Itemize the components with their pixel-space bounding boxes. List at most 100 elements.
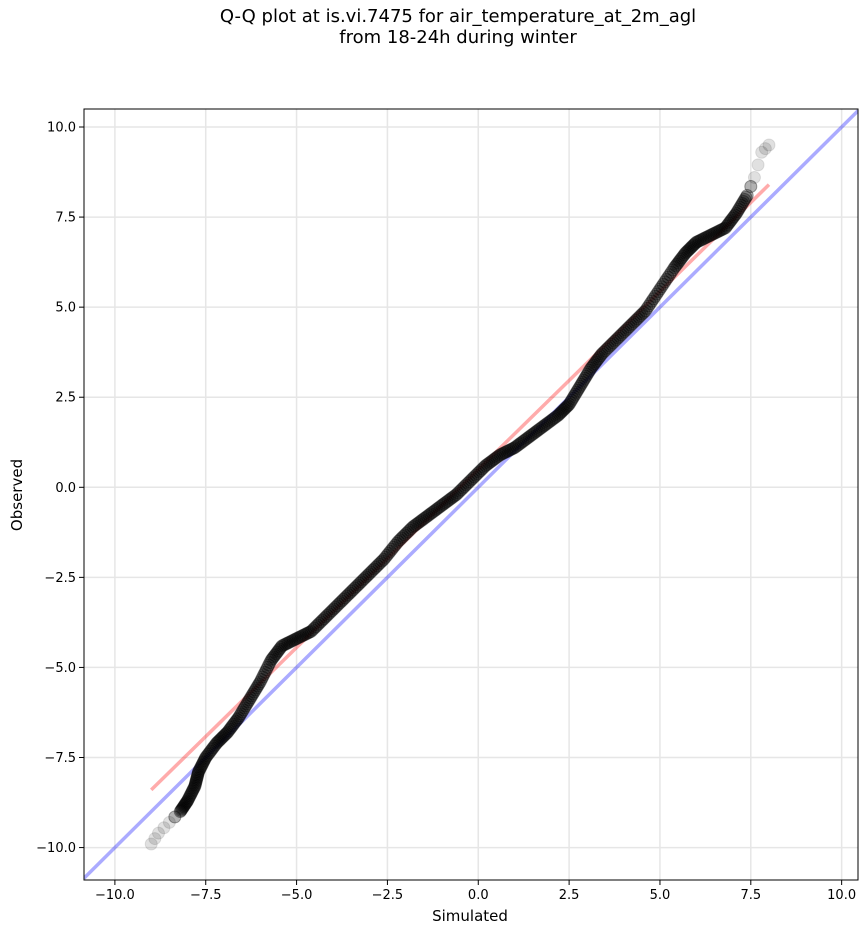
quantile-point xyxy=(580,367,594,381)
quantile-point xyxy=(504,442,518,456)
x-tick-label: −7.5 xyxy=(190,888,222,903)
x-tick-label: 5.0 xyxy=(650,888,671,903)
quantile-point xyxy=(469,468,483,482)
quantile-point xyxy=(221,725,235,739)
quantile-point xyxy=(734,198,748,212)
quantile-point xyxy=(219,726,233,740)
quantile-point xyxy=(701,230,715,244)
quantile-point xyxy=(362,567,376,581)
quantile-point xyxy=(245,689,259,703)
quantile-point xyxy=(293,630,307,644)
quantile-point xyxy=(227,717,241,731)
quantile-point xyxy=(467,470,481,484)
quantile-point xyxy=(301,626,315,640)
quantile-point xyxy=(224,720,238,734)
quantile-point xyxy=(291,631,305,645)
quantile-point xyxy=(697,231,711,245)
quantile-point xyxy=(717,222,731,236)
quantile-point xyxy=(195,759,209,773)
quantile-point xyxy=(265,652,279,666)
quantile-point xyxy=(424,507,438,521)
x-tick-label: 2.5 xyxy=(559,888,580,903)
quantile-point xyxy=(475,462,489,476)
quantile-point xyxy=(709,226,723,240)
quantile-point xyxy=(712,224,726,238)
quantile-point xyxy=(341,588,355,602)
quantile-point xyxy=(512,437,526,451)
quantile-point xyxy=(511,438,525,452)
quantile-point xyxy=(495,447,509,461)
quantile-point xyxy=(744,179,758,193)
quantile-point xyxy=(251,679,265,693)
quantile-point xyxy=(613,329,627,343)
quantile-point xyxy=(302,625,316,639)
quantile-point xyxy=(304,624,318,638)
quantile-point xyxy=(448,489,462,503)
quantile-point xyxy=(640,301,654,315)
quantile-point xyxy=(244,691,258,705)
quantile-point xyxy=(356,573,370,587)
quantile-point xyxy=(332,597,346,611)
quantile-point xyxy=(315,613,329,627)
quantile-point xyxy=(453,484,467,498)
quantile-point xyxy=(430,502,444,516)
quantile-point xyxy=(223,722,237,736)
quantile-point xyxy=(508,441,522,455)
y-tick-label: 2.5 xyxy=(55,391,76,406)
quantile-point xyxy=(681,244,695,258)
quantile-point xyxy=(572,381,586,395)
quantile-point xyxy=(427,504,441,518)
quantile-point xyxy=(175,802,189,816)
y-tick-label: −5.0 xyxy=(44,661,76,676)
quantile-point xyxy=(193,762,207,776)
quantile-point xyxy=(233,709,247,723)
quantile-point xyxy=(555,405,569,419)
quantile-point xyxy=(364,565,378,579)
quantile-point xyxy=(591,352,605,366)
quantile-point xyxy=(194,760,208,774)
x-tick-label: 7.5 xyxy=(740,888,761,903)
quantile-point xyxy=(605,337,619,351)
x-tick-label: −10.0 xyxy=(95,888,135,903)
quantile-point xyxy=(579,369,593,383)
quantile-point xyxy=(581,365,595,379)
quantile-point xyxy=(186,783,200,797)
quantile-point xyxy=(306,623,320,637)
quantile-point xyxy=(330,599,344,613)
quantile-points xyxy=(144,138,776,851)
quantile-point xyxy=(472,465,486,479)
quantile-point xyxy=(540,417,554,431)
quantile-point xyxy=(288,632,302,646)
quantile-point xyxy=(353,576,367,590)
quantile-point xyxy=(762,138,776,152)
quantile-point xyxy=(501,444,515,458)
quantile-point xyxy=(738,192,752,206)
quantile-point xyxy=(327,602,341,616)
quantile-point xyxy=(584,361,598,375)
quantile-point xyxy=(658,275,672,289)
quantile-point xyxy=(626,317,640,331)
quantile-point xyxy=(659,273,673,287)
quantile-point xyxy=(346,583,360,597)
quantile-point xyxy=(487,453,501,467)
quantile-point xyxy=(210,736,224,750)
quantile-point xyxy=(168,810,182,824)
quantile-point xyxy=(206,741,220,755)
quantile-point xyxy=(294,629,308,643)
quantile-point xyxy=(516,435,530,449)
quantile-point xyxy=(632,310,646,324)
quantile-point xyxy=(375,554,389,568)
quantile-point xyxy=(228,716,242,730)
quantile-point xyxy=(737,194,751,208)
quantile-point xyxy=(412,515,426,529)
quantile-point xyxy=(216,730,230,744)
quantile-point xyxy=(669,259,683,273)
quantile-point xyxy=(671,256,685,270)
quantile-point xyxy=(503,443,517,457)
quantile-point xyxy=(537,419,551,433)
quantile-point xyxy=(699,231,713,244)
quantile-point xyxy=(261,660,275,674)
quantile-point xyxy=(386,540,400,554)
x-axis-label: Simulated xyxy=(432,907,508,925)
quantile-point xyxy=(533,421,547,435)
